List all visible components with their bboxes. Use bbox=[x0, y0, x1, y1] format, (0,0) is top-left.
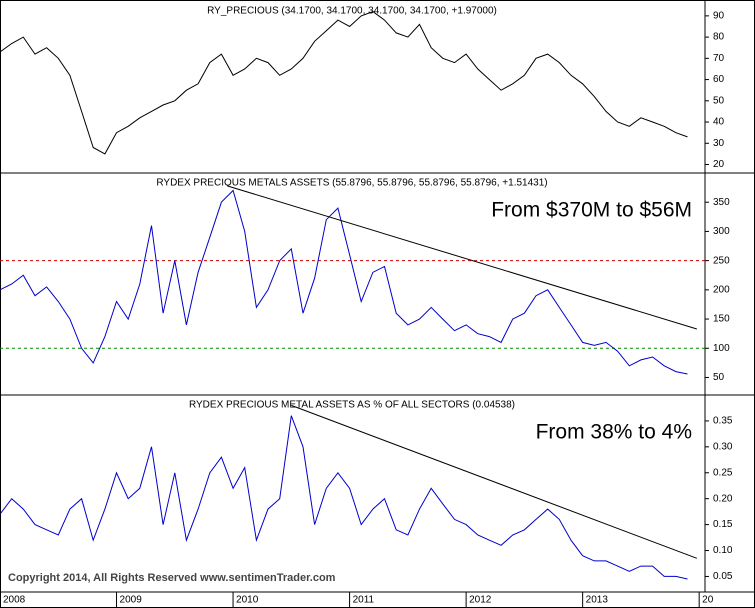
panel-title: RYDEX PRECIOUS METALS ASSETS (55.8796, 5… bbox=[156, 178, 547, 189]
copyright: Copyright 2014, All Rights Reserved www.… bbox=[8, 572, 336, 584]
x-tick-label: 2012 bbox=[469, 595, 492, 606]
y-tick-label: 0.20 bbox=[713, 493, 733, 504]
y-tick-label: 0.05 bbox=[713, 571, 733, 582]
y-tick-label: 50 bbox=[713, 95, 725, 106]
x-tick-label: 20 bbox=[702, 595, 714, 606]
annotation: From 38% to 4% bbox=[536, 421, 692, 444]
data-line bbox=[0, 189, 688, 375]
y-tick-label: 70 bbox=[713, 53, 725, 64]
y-tick-label: 350 bbox=[713, 197, 730, 208]
y-tick-label: 0.25 bbox=[713, 467, 733, 478]
annotation: From $370M to $56M bbox=[491, 199, 692, 222]
y-tick-label: 0.35 bbox=[713, 416, 733, 427]
y-tick-label: 150 bbox=[713, 314, 730, 325]
y-tick-label: 0.30 bbox=[713, 441, 733, 452]
trend-line bbox=[291, 404, 698, 559]
y-tick-label: 200 bbox=[713, 284, 730, 295]
y-tick-label: 100 bbox=[713, 343, 730, 354]
data-line bbox=[0, 11, 688, 155]
y-tick-label: 90 bbox=[713, 11, 725, 22]
x-tick-label: 2008 bbox=[3, 595, 26, 606]
data-line bbox=[0, 415, 688, 580]
trend-line bbox=[227, 185, 697, 330]
y-tick-label: 20 bbox=[713, 159, 725, 170]
y-tick-label: 300 bbox=[713, 226, 730, 237]
y-tick-label: 0.15 bbox=[713, 519, 733, 530]
panel-title: RYDEX PRECIOUS METAL ASSETS AS % OF ALL … bbox=[189, 400, 515, 411]
y-tick-label: 250 bbox=[713, 255, 730, 266]
y-tick-label: 0.10 bbox=[713, 545, 733, 556]
x-tick-label: 2009 bbox=[120, 595, 143, 606]
y-tick-label: 60 bbox=[713, 74, 725, 85]
y-tick-label: 40 bbox=[713, 117, 725, 128]
x-tick-label: 2011 bbox=[353, 595, 375, 606]
y-tick-label: 30 bbox=[713, 138, 725, 149]
x-tick-label: 2013 bbox=[586, 595, 609, 606]
panel-title: RY_PRECIOUS (34.1700, 34.1700, 34.1700, … bbox=[207, 6, 497, 17]
y-tick-label: 80 bbox=[713, 32, 725, 43]
y-tick-label: 50 bbox=[713, 372, 725, 383]
x-tick-label: 2010 bbox=[236, 595, 259, 606]
